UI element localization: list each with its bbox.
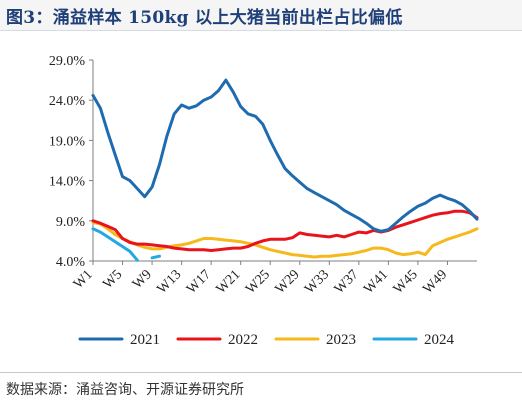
x-tick-label: W41: [361, 267, 391, 297]
series-lines: [91, 78, 479, 262]
x-tick-label: W29: [273, 267, 303, 297]
source-note: 数据来源：涌益咨询、开源证券研究所: [6, 382, 244, 398]
legend: 2021 2022 2023 2024: [78, 332, 455, 348]
x-tick-label: W45: [391, 267, 421, 297]
legend-label-2024: 2024: [424, 332, 455, 348]
legend-label-2023: 2023: [326, 332, 356, 348]
title-bar: 图3：涌益样本 150kg 以上大猪当前出栏占比偏低: [0, 0, 522, 31]
y-axis-ticks: 4.0% 9.0% 14.0% 19.0% 24.0% 29.0%: [49, 54, 86, 270]
chart-title: 图3：涌益样本 150kg 以上大猪当前出栏占比偏低: [6, 8, 403, 28]
y-tick-label: 19.0%: [49, 134, 86, 149]
x-tick-label: W33: [302, 267, 332, 297]
y-tick-label: 29.0%: [49, 54, 86, 69]
series-line-2024: [91, 227, 139, 262]
x-tick-label: W25: [243, 267, 273, 297]
x-tick-label: W21: [214, 267, 244, 297]
series-line-2021: [91, 78, 479, 233]
x-axis-ticks: W1 W5 W9 W13 W17 W21 W25 W29 W33 W37 W41 W45 W49: [71, 267, 450, 297]
series-line-2022: [91, 209, 479, 252]
line-chart: 4.0% 9.0% 14.0% 19.0% 24.0% 29.0% W1 W5 W9 W13 W1…: [49, 54, 479, 348]
series-line-2024: [150, 254, 161, 260]
series-line-2023: [91, 220, 479, 259]
x-tick-label: W49: [420, 267, 450, 297]
x-tick-label: W17: [184, 267, 214, 297]
x-tick-label: W1: [71, 267, 96, 292]
source-divider: [0, 372, 522, 373]
legend-label-2021: 2021: [130, 332, 160, 348]
x-tick-label: W9: [130, 267, 155, 292]
x-tick-label: W37: [332, 267, 362, 297]
y-tick-label: 9.0%: [56, 215, 86, 230]
x-tick-label: W13: [155, 267, 185, 297]
x-tick-label: W5: [100, 267, 125, 292]
y-tick-label: 14.0%: [49, 175, 86, 190]
y-tick-label: 4.0%: [56, 255, 86, 270]
y-tick-label: 24.0%: [49, 94, 86, 109]
legend-label-2022: 2022: [228, 332, 258, 348]
